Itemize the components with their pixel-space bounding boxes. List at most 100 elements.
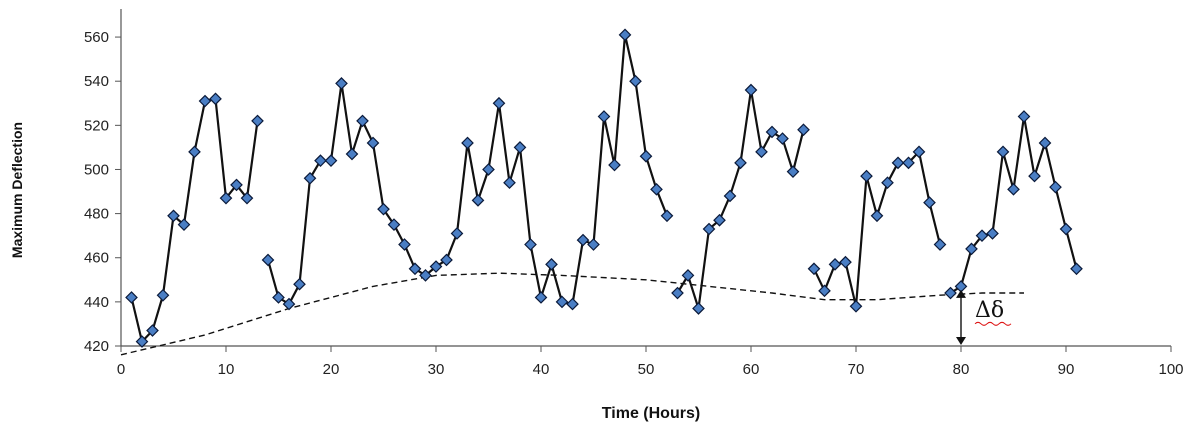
data-point-marker (272, 291, 285, 304)
data-point-marker (702, 222, 716, 236)
data-point-marker (786, 165, 800, 179)
data-point-marker (398, 238, 411, 251)
data-point-marker (261, 253, 275, 267)
data-point-marker (230, 178, 243, 192)
data-point-marker (240, 191, 254, 205)
series-line-segment (949, 115, 1078, 294)
data-point-marker (807, 262, 821, 276)
x-tick-label: 40 (533, 361, 550, 378)
delta-label: Δδ (975, 298, 1004, 323)
data-point-marker (450, 227, 464, 240)
data-point-marker (566, 297, 579, 311)
data-point-marker (534, 291, 548, 304)
y-tick-label: 420 (84, 338, 109, 355)
series-line-segment (266, 33, 669, 306)
data-point-marker (293, 277, 306, 291)
data-point-marker (744, 83, 758, 97)
x-tick-label: 10 (218, 361, 235, 378)
data-point-marker (996, 145, 1010, 159)
data-point-marker (629, 74, 642, 88)
x-axis-title: Time (Hours) (602, 405, 700, 422)
data-point-marker (461, 136, 474, 150)
data-point-marker (713, 213, 726, 227)
data-point-marker (366, 136, 380, 150)
x-tick-label: 50 (638, 361, 655, 378)
data-point-marker (1059, 222, 1073, 236)
data-point-marker (198, 94, 212, 108)
data-point-marker (1017, 110, 1031, 123)
y-tick-label: 540 (84, 73, 109, 90)
x-tick-label: 60 (743, 361, 760, 378)
x-tick-label: 100 (1158, 361, 1183, 378)
data-point-marker (408, 262, 422, 276)
data-point-marker (387, 218, 401, 231)
data-point-marker (219, 191, 233, 205)
y-tick-label: 500 (84, 161, 109, 178)
data-point-marker (608, 158, 621, 172)
data-point-marker (776, 132, 789, 145)
data-point-marker (755, 145, 768, 159)
data-point-marker (933, 238, 947, 251)
trend-dashed-line (120, 272, 1024, 356)
series-line-segment (130, 97, 259, 343)
data-point-marker (975, 229, 989, 243)
data-point-marker (1007, 182, 1020, 196)
data-point-marker (545, 258, 558, 271)
data-point-marker (923, 196, 936, 209)
data-series (125, 28, 1083, 348)
data-point-marker (335, 77, 348, 90)
data-point-marker (881, 176, 894, 190)
data-point-marker (870, 209, 884, 223)
y-tick-label: 480 (84, 206, 109, 223)
data-point-marker (303, 171, 317, 185)
data-point-marker (576, 233, 590, 247)
delta-annotation: Δδ (956, 289, 1012, 345)
data-point-marker (891, 156, 905, 170)
data-point-marker (1028, 169, 1041, 183)
data-point-marker (282, 297, 296, 311)
y-tick-label: 520 (84, 117, 109, 134)
data-point-marker (587, 238, 600, 251)
data-point-marker (860, 169, 873, 183)
data-point-marker (734, 156, 747, 170)
spellcheck-underline (974, 321, 1012, 326)
data-point-marker (167, 209, 180, 223)
data-point-marker (912, 145, 926, 159)
data-point-marker (356, 114, 369, 128)
data-point-marker (440, 253, 453, 267)
data-point-marker (503, 176, 516, 190)
data-point-marker (324, 154, 338, 167)
data-point-marker (209, 92, 222, 106)
data-point-marker (188, 145, 201, 159)
x-tick-label: 0 (117, 361, 125, 378)
x-tick-label: 90 (1058, 361, 1075, 378)
data-point-marker (377, 202, 390, 216)
data-point-marker (135, 335, 149, 348)
data-point-marker (419, 269, 432, 282)
data-point-marker (828, 258, 842, 271)
data-point-marker (1049, 180, 1062, 194)
series-line-segment (813, 150, 942, 308)
data-point-marker (692, 302, 705, 315)
data-point-marker (818, 284, 831, 298)
data-point-marker (650, 182, 663, 196)
data-point-marker (555, 295, 569, 309)
delta-arrow-head-up (956, 289, 966, 298)
data-point-marker (125, 291, 138, 304)
data-point-marker (492, 96, 506, 110)
data-point-marker (1070, 262, 1083, 276)
y-axis-title: Maximum Deflection (9, 122, 25, 258)
data-point-marker (482, 163, 495, 176)
axes: 420 440 460 480 500 520 540 560 0 10 20 30 40 50 60 70 8… (84, 9, 1184, 378)
trend-curve (120, 272, 1024, 356)
y-tick-label: 460 (84, 250, 109, 267)
y-tick-label: 560 (84, 29, 109, 46)
data-point-marker (429, 260, 443, 273)
data-point-marker (797, 123, 810, 137)
data-point-marker (849, 299, 863, 313)
x-tick-label: 80 (953, 361, 970, 378)
data-point-marker (723, 189, 737, 203)
data-point-marker (902, 156, 915, 170)
data-point-marker (513, 141, 527, 154)
